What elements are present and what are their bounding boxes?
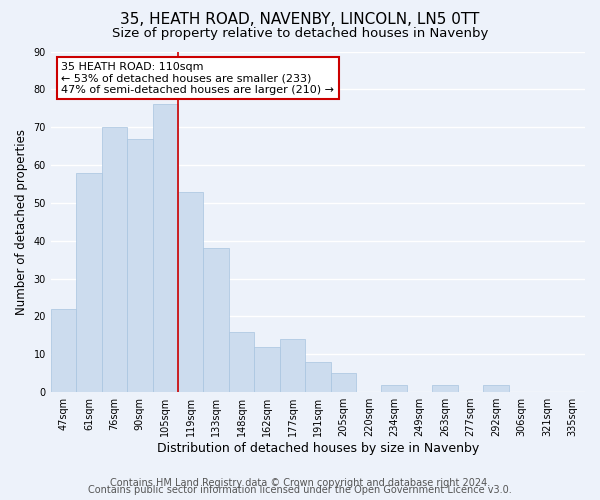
- X-axis label: Distribution of detached houses by size in Navenby: Distribution of detached houses by size …: [157, 442, 479, 455]
- Text: Contains public sector information licensed under the Open Government Licence v3: Contains public sector information licen…: [88, 485, 512, 495]
- Bar: [51, 309, 76, 392]
- Bar: [331, 373, 356, 392]
- Bar: [178, 192, 203, 392]
- Bar: [305, 362, 331, 392]
- Text: 35 HEATH ROAD: 110sqm
← 53% of detached houses are smaller (233)
47% of semi-det: 35 HEATH ROAD: 110sqm ← 53% of detached …: [61, 62, 334, 95]
- Bar: [433, 384, 458, 392]
- Bar: [280, 339, 305, 392]
- Bar: [101, 127, 127, 392]
- Bar: [152, 104, 178, 392]
- Bar: [254, 346, 280, 392]
- Bar: [203, 248, 229, 392]
- Text: Size of property relative to detached houses in Navenby: Size of property relative to detached ho…: [112, 28, 488, 40]
- Bar: [382, 384, 407, 392]
- Text: Contains HM Land Registry data © Crown copyright and database right 2024.: Contains HM Land Registry data © Crown c…: [110, 478, 490, 488]
- Y-axis label: Number of detached properties: Number of detached properties: [15, 129, 28, 315]
- Text: 35, HEATH ROAD, NAVENBY, LINCOLN, LN5 0TT: 35, HEATH ROAD, NAVENBY, LINCOLN, LN5 0T…: [121, 12, 479, 28]
- Bar: [127, 138, 152, 392]
- Bar: [229, 332, 254, 392]
- Bar: [76, 172, 101, 392]
- Bar: [483, 384, 509, 392]
